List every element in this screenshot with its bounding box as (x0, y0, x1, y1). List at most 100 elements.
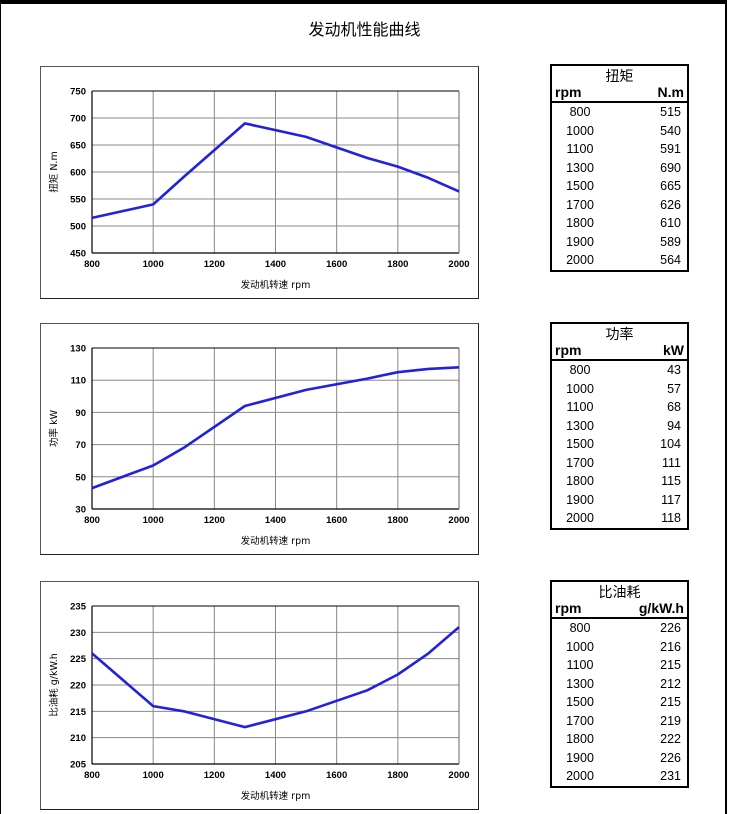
torque-table: 扭矩 rpm N.m 800 515 1000 540 1100 591 1300 690 150… (550, 64, 689, 272)
table-row: 1800 610 (552, 214, 687, 233)
col-header-rpm: rpm (555, 342, 582, 358)
y-tick-label: 550 (70, 195, 86, 206)
value-cell: 515 (660, 105, 681, 119)
rpm-cell: 1000 (566, 381, 594, 396)
y-tick-label: 225 (70, 654, 87, 665)
value-cell: 690 (660, 160, 681, 175)
rpm-cell: 1000 (566, 123, 594, 138)
y-tick-label: 650 (70, 141, 86, 152)
table-row: 1000 540 (552, 122, 687, 141)
y-tick-label: 90 (75, 408, 86, 419)
value-cell: 226 (660, 750, 681, 765)
y-tick-label: 600 (70, 168, 86, 179)
fuel-consumption-table: 比油耗 rpm g/kW.h 800 226 1000 216 1100 215 1300 21… (550, 580, 689, 788)
x-tick-label: 1400 (265, 259, 286, 270)
table-header: 扭矩 rpm N.m (552, 66, 687, 103)
x-tick-label: 2000 (448, 770, 469, 781)
y-tick-label: 70 (75, 440, 86, 451)
table-row: 800 226 (552, 619, 687, 638)
table-row: 1300 212 (552, 675, 687, 694)
y-axis-label: 扭矩 N.m (48, 151, 60, 192)
table-row: 1100 68 (552, 398, 687, 417)
value-cell: 540 (660, 123, 681, 138)
x-tick-label: 1800 (387, 259, 408, 270)
table-row: 1500 665 (552, 177, 687, 196)
x-tick-label: 1000 (143, 515, 164, 526)
table-row: 1900 226 (552, 749, 687, 768)
rpm-cell: 1300 (566, 418, 594, 433)
y-tick-label: 130 (70, 344, 86, 355)
value-cell: 118 (661, 511, 681, 525)
rpm-cell: 800 (569, 621, 591, 635)
y-tick-label: 210 (70, 733, 86, 744)
rpm-cell: 1100 (566, 658, 594, 672)
table-row: 1000 216 (552, 638, 687, 657)
rpm-cell: 1800 (566, 732, 594, 746)
value-cell: 104 (660, 437, 681, 451)
torque-chart: 450 500 550 600 650 700 750 800 1000 1200 1400 1600… (40, 66, 479, 299)
series-line (91, 122, 460, 220)
x-tick-label: 1200 (204, 515, 225, 526)
table-row: 1800 222 (552, 730, 687, 749)
table-row: 1700 111 (552, 454, 687, 473)
table-header: 功率 rpm kW (552, 324, 687, 361)
value-cell: 215 (660, 695, 681, 709)
value-cell: 94 (667, 418, 681, 433)
rpm-cell: 800 (569, 105, 591, 119)
page-title: 发动机性能曲线 (308, 22, 421, 39)
table-body: 800 43 1000 57 1100 68 1300 94 1500 104 1700 111 180… (552, 361, 687, 528)
x-axis-label: 发动机转速 rpm (241, 279, 311, 291)
table-title: 扭矩 (605, 68, 634, 84)
rpm-cell: 1800 (566, 216, 594, 230)
rpm-cell: 2000 (566, 253, 594, 267)
x-tick-label: 1800 (387, 770, 408, 781)
table-row: 800 515 (552, 103, 687, 122)
y-tick-label: 750 (70, 87, 86, 98)
x-tick-label: 2000 (448, 515, 469, 526)
value-cell: 626 (660, 197, 681, 212)
table-row: 1700 626 (552, 196, 687, 215)
table-row: 1700 219 (552, 712, 687, 731)
table-row: 2000 231 (552, 767, 687, 786)
value-cell: 68 (667, 400, 681, 414)
rpm-cell: 1300 (566, 676, 594, 691)
table-row: 800 43 (552, 361, 687, 380)
x-axis-label: 发动机转速 rpm (241, 535, 311, 547)
y-axis-label: 功率 kW (48, 409, 60, 447)
x-tick-label: 1200 (204, 259, 225, 270)
x-tick-label: 800 (84, 770, 100, 781)
rpm-cell: 1700 (566, 455, 594, 470)
table-body: 800 226 1000 216 1100 215 1300 212 1500 215 1700 21… (552, 619, 687, 786)
table-title: 比油耗 (598, 584, 641, 600)
y-tick-label: 215 (70, 707, 87, 718)
rpm-cell: 1100 (566, 400, 594, 414)
table-row: 1500 215 (552, 693, 687, 712)
value-cell: 115 (661, 474, 681, 488)
y-tick-label: 110 (71, 376, 86, 387)
value-cell: 212 (660, 676, 681, 691)
table-row: 2000 564 (552, 251, 687, 270)
y-tick-label: 235 (70, 602, 87, 613)
col-header-unit: kW (663, 342, 684, 358)
rpm-cell: 1900 (566, 492, 594, 507)
x-tick-label: 1600 (326, 515, 347, 526)
y-tick-label: 700 (70, 114, 86, 125)
fuel-consumption-chart: 205 210 215 220 225 230 235 800 1000 1200 1400 1600… (40, 581, 479, 810)
table-body: 800 515 1000 540 1100 591 1300 690 1500 665 1700 62… (552, 103, 687, 270)
y-tick-label: 450 (70, 249, 86, 260)
value-cell: 591 (660, 142, 681, 156)
rpm-cell: 1100 (566, 142, 594, 156)
table-row: 1300 690 (552, 159, 687, 178)
value-cell: 589 (660, 234, 681, 249)
rpm-cell: 1300 (566, 160, 594, 175)
x-tick-label: 1200 (204, 770, 225, 781)
table-row: 1900 589 (552, 233, 687, 252)
value-cell: 117 (661, 492, 681, 507)
x-tick-label: 2000 (448, 259, 469, 270)
value-cell: 610 (660, 216, 681, 230)
value-cell: 564 (660, 253, 681, 267)
rpm-cell: 1800 (566, 474, 594, 488)
x-tick-label: 1000 (143, 259, 164, 270)
x-tick-label: 800 (84, 259, 100, 270)
value-cell: 219 (660, 713, 681, 728)
